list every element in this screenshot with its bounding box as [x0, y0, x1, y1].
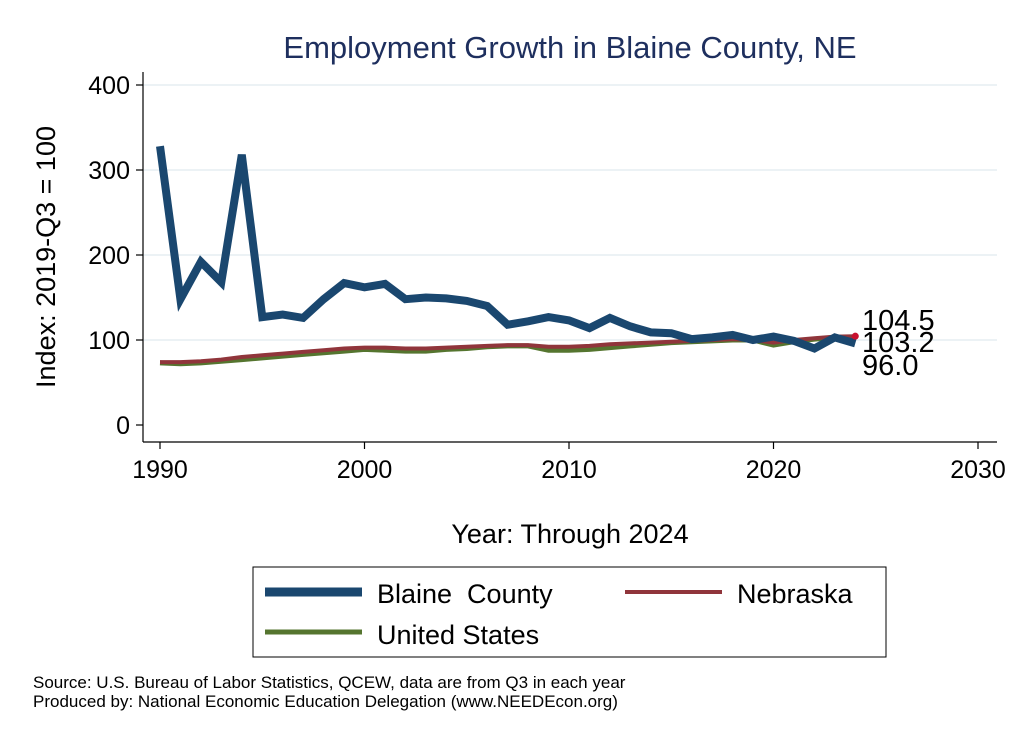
series-lines: [156, 145, 859, 367]
x-tick-label-2000: 2000: [337, 456, 393, 484]
legend-label-nebraska: Nebraska: [737, 579, 854, 609]
x-tick-label-2010: 2010: [541, 456, 597, 484]
legend-label-united-states: United States: [377, 620, 539, 650]
end-marker-nebraska: [851, 332, 859, 340]
producer-note: Produced by: National Economic Education…: [33, 692, 618, 711]
legend-box: [252, 566, 887, 658]
end-label-united-states: 103.2: [862, 327, 935, 359]
y-tick-label-0: 0: [116, 412, 130, 440]
y-tick-label-100: 100: [88, 327, 130, 355]
source-note: Source: U.S. Bureau of Labor Statistics,…: [33, 673, 626, 692]
x-tick-label-2030: 2030: [950, 456, 1006, 484]
plot-area: [143, 72, 997, 442]
x-tick-label-2020: 2020: [746, 456, 802, 484]
end-label-nebraska: 104.5: [862, 305, 935, 337]
series-line-blaine-county: [156, 145, 857, 353]
legend-label-blaine-county: Blaine County: [377, 579, 553, 609]
y-axis-label: Index: 2019-Q3 = 100: [31, 126, 61, 388]
chart-title: Employment Growth in Blaine County, NE: [283, 30, 856, 65]
x-axis-label: Year: Through 2024: [451, 519, 688, 549]
y-tick-label-300: 300: [88, 157, 130, 185]
legend: Blaine County Nebraska United States: [252, 566, 887, 658]
end-label-blaine-county: 96.0: [862, 350, 918, 382]
axis-ticks: 0 100 200 300 400 1990 2000 2010 2020 2030: [88, 72, 1006, 484]
x-tick-label-1990: 1990: [132, 456, 188, 484]
y-tick-label-200: 200: [88, 242, 130, 270]
y-tick-label-400: 400: [88, 72, 130, 100]
